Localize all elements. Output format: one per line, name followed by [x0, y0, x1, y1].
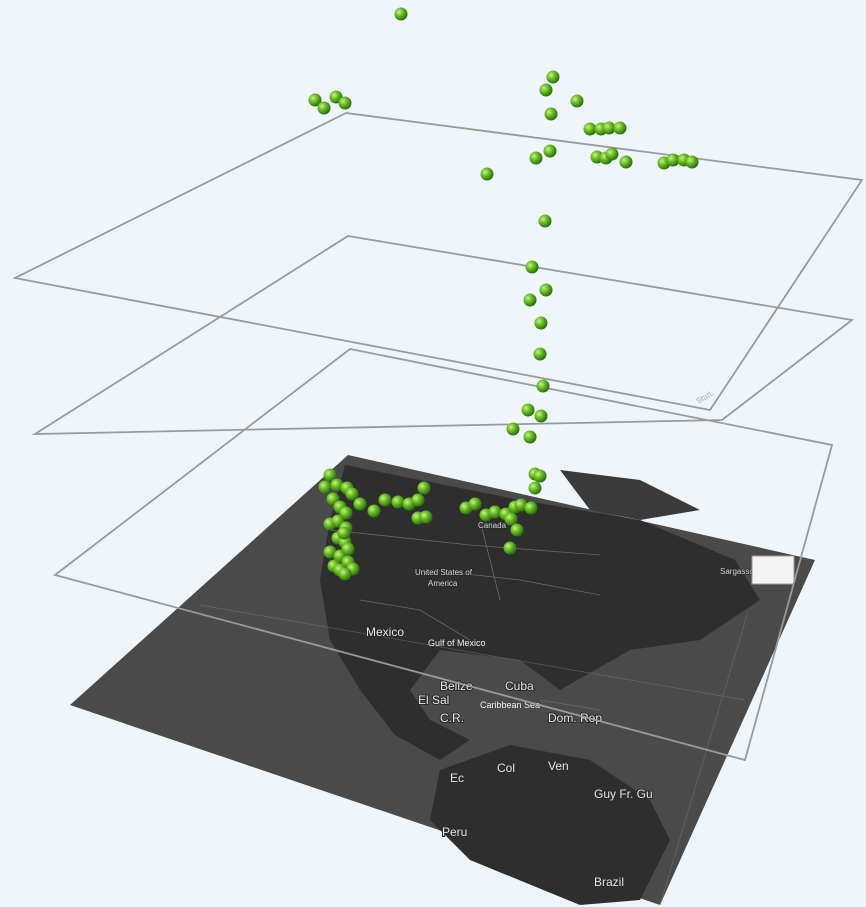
- data-point[interactable]: [534, 316, 548, 330]
- country-borders: [329, 519, 601, 711]
- greenland-land: [560, 470, 700, 520]
- north-america-land: [320, 465, 760, 760]
- data-point[interactable]: [338, 96, 352, 110]
- label-mexico: Mexico: [366, 625, 404, 639]
- data-point[interactable]: [337, 526, 351, 540]
- plane-2: [31, 235, 855, 435]
- label-belize: Belize: [440, 679, 473, 693]
- data-point[interactable]: [504, 512, 518, 526]
- label-dom-rep: Dom. Rep: [548, 711, 602, 725]
- label-cuba: Cuba: [505, 679, 534, 693]
- data-point[interactable]: [521, 403, 535, 417]
- data-point[interactable]: [602, 121, 616, 135]
- data-point[interactable]: [468, 497, 482, 511]
- data-point[interactable]: [523, 430, 537, 444]
- plane-tag: StatL: [695, 388, 716, 405]
- data-point[interactable]: [539, 83, 553, 97]
- data-point[interactable]: [345, 487, 359, 501]
- data-point[interactable]: [524, 501, 538, 515]
- data-point[interactable]: [613, 121, 627, 135]
- data-point[interactable]: [533, 347, 547, 361]
- label-sargasso: Sargasso: [720, 567, 754, 576]
- data-point[interactable]: [619, 155, 633, 169]
- data-point[interactable]: [353, 497, 367, 511]
- data-points: [308, 7, 699, 581]
- base-map[interactable]: Canada United States of America Mexico G…: [70, 455, 815, 906]
- label-ec: Ec: [450, 771, 464, 785]
- south-america-land: [430, 745, 670, 905]
- label-brazil: Brazil: [594, 875, 624, 889]
- label-el-salvador: El Sal: [418, 693, 449, 707]
- data-point[interactable]: [323, 468, 337, 482]
- data-point[interactable]: [536, 379, 550, 393]
- data-point[interactable]: [391, 495, 405, 509]
- data-point[interactable]: [367, 504, 381, 518]
- data-point[interactable]: [411, 493, 425, 507]
- data-point[interactable]: [510, 523, 524, 537]
- data-point[interactable]: [539, 283, 553, 297]
- label-caribbean: Caribbean Sea: [480, 700, 540, 710]
- data-point[interactable]: [480, 167, 494, 181]
- data-point[interactable]: [514, 498, 528, 512]
- data-point[interactable]: [339, 506, 353, 520]
- label-cr: C.R.: [440, 711, 464, 725]
- label-gulf: Gulf of Mexico: [428, 638, 486, 648]
- data-point[interactable]: [583, 122, 597, 136]
- data-point[interactable]: [546, 70, 560, 84]
- label-canada: Canada: [478, 521, 507, 530]
- data-point[interactable]: [488, 505, 502, 519]
- data-point[interactable]: [523, 293, 537, 307]
- data-point[interactable]: [533, 469, 547, 483]
- data-point[interactable]: [506, 422, 520, 436]
- label-guy: Guy Fr. Gu: [594, 787, 653, 801]
- data-point[interactable]: [605, 147, 619, 161]
- label-usa-1: United States of: [415, 568, 473, 577]
- data-point[interactable]: [330, 478, 344, 492]
- data-point[interactable]: [570, 94, 584, 108]
- data-point[interactable]: [338, 567, 352, 581]
- map-inset-icon[interactable]: [751, 555, 795, 585]
- data-point[interactable]: [685, 155, 699, 169]
- graticule: [199, 604, 749, 906]
- data-point[interactable]: [419, 510, 433, 524]
- data-point[interactable]: [529, 151, 543, 165]
- data-point[interactable]: [544, 107, 558, 121]
- data-point[interactable]: [394, 7, 408, 21]
- data-point[interactable]: [323, 545, 337, 559]
- data-point[interactable]: [378, 493, 392, 507]
- label-col: Col: [497, 761, 515, 775]
- data-point[interactable]: [417, 481, 431, 495]
- data-point[interactable]: [317, 101, 331, 115]
- data-point[interactable]: [525, 260, 539, 274]
- plane-3: [53, 348, 834, 762]
- data-point[interactable]: [308, 93, 322, 107]
- data-point[interactable]: [538, 214, 552, 228]
- label-usa-2: America: [428, 579, 458, 588]
- data-point[interactable]: [341, 542, 355, 556]
- data-point[interactable]: [534, 409, 548, 423]
- data-point[interactable]: [666, 153, 680, 167]
- data-point[interactable]: [543, 144, 557, 158]
- label-peru: Peru: [442, 825, 467, 839]
- label-ven: Ven: [548, 759, 569, 773]
- data-point[interactable]: [528, 481, 542, 495]
- data-point[interactable]: [503, 541, 517, 555]
- data-point[interactable]: [318, 480, 332, 494]
